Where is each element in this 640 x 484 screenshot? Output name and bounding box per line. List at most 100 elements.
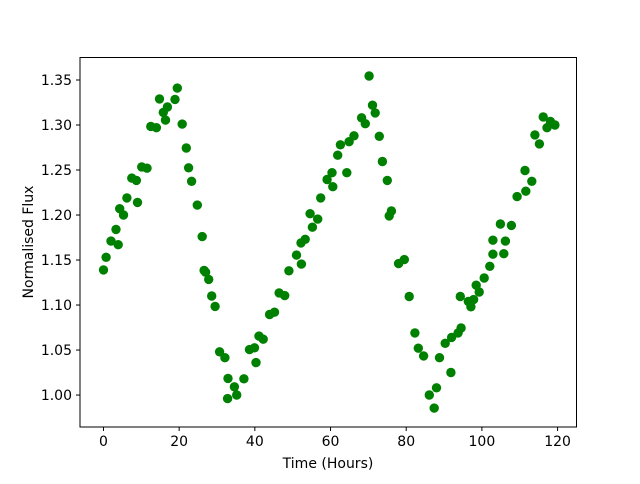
- data-point: [386, 206, 397, 216]
- data-point: [106, 236, 116, 246]
- data-point: [520, 165, 530, 176]
- data-point: [251, 357, 261, 368]
- data-point: [122, 193, 132, 203]
- data-point: [499, 249, 509, 259]
- data-point: [307, 222, 318, 232]
- data-point: [434, 353, 445, 363]
- data-point: [177, 119, 187, 129]
- data-point: [316, 193, 326, 203]
- data-point: [506, 220, 517, 231]
- data-point: [382, 175, 392, 186]
- data-point: [101, 252, 111, 262]
- data-point: [132, 197, 143, 208]
- data-point: [404, 291, 414, 302]
- y-tick-label: 1.15: [41, 253, 72, 269]
- data-point: [328, 182, 338, 192]
- data-point: [527, 176, 537, 186]
- data-point: [162, 102, 173, 112]
- data-point: [284, 266, 294, 276]
- x-tick-label: 0: [99, 434, 108, 450]
- data-point: [410, 328, 420, 338]
- data-point: [485, 261, 495, 271]
- data-point: [495, 219, 506, 229]
- data-point: [440, 338, 450, 348]
- data-point: [413, 343, 423, 353]
- data-point: [364, 71, 374, 81]
- y-tick-label: 1.10: [41, 298, 72, 314]
- x-tick-label: 20: [170, 434, 188, 450]
- ticks-layer: 0 20 40 60 80 100 120 1.00 1.05 1.10 1.15 1.20 1.25 1…: [41, 73, 571, 450]
- data-point: [399, 254, 409, 265]
- data-point: [296, 259, 307, 269]
- data-point: [183, 163, 194, 173]
- data-point: [455, 291, 465, 302]
- data-point: [113, 240, 123, 250]
- data-point: [374, 131, 384, 141]
- data-point: [223, 373, 233, 384]
- data-point: [377, 156, 388, 167]
- data-point: [220, 353, 230, 363]
- x-tick-label: 120: [544, 434, 571, 450]
- data-point: [431, 383, 442, 393]
- data-point: [197, 231, 207, 242]
- data-point: [429, 403, 439, 413]
- x-tick-label: 40: [246, 434, 264, 450]
- data-point: [111, 224, 121, 235]
- data-point: [151, 123, 162, 133]
- data-point: [249, 343, 260, 353]
- data-point: [186, 176, 197, 186]
- data-point: [488, 249, 498, 259]
- data-point: [488, 235, 498, 245]
- data-point: [239, 374, 249, 384]
- data-point: [291, 250, 302, 260]
- data-point: [550, 120, 560, 130]
- data-point: [313, 214, 323, 224]
- data-point: [349, 131, 359, 141]
- data-point: [305, 209, 315, 219]
- data-point: [300, 234, 310, 244]
- data-point: [534, 139, 545, 149]
- data-point: [118, 210, 129, 220]
- y-tick-label: 1.20: [41, 208, 72, 224]
- data-point: [181, 143, 191, 153]
- y-tick-label: 1.25: [41, 163, 72, 179]
- data-point: [500, 236, 511, 246]
- data-point: [207, 291, 217, 301]
- data-point: [192, 200, 202, 210]
- data-point: [456, 323, 466, 333]
- data-point: [170, 94, 180, 105]
- y-tick-label: 1.30: [41, 118, 72, 134]
- data-point: [280, 290, 290, 301]
- data-point: [229, 382, 240, 392]
- data-point: [160, 115, 171, 125]
- data-point: [142, 163, 152, 173]
- y-tick-label: 1.05: [41, 343, 72, 359]
- data-point: [468, 294, 479, 305]
- data-point: [512, 191, 522, 202]
- x-axis-label: Time (Hours): [282, 456, 374, 472]
- x-tick-label: 60: [322, 434, 340, 450]
- data-point: [172, 83, 182, 93]
- data-point: [360, 119, 370, 129]
- x-tick-label: 80: [397, 434, 415, 450]
- y-tick-label: 1.35: [41, 73, 72, 89]
- data-point: [131, 175, 142, 186]
- data-point: [367, 100, 378, 110]
- data-point: [530, 130, 540, 140]
- data-point: [370, 108, 380, 118]
- data-point: [327, 168, 337, 178]
- axes-frame: [79, 57, 577, 428]
- data-point: [466, 302, 476, 312]
- data-point: [474, 287, 484, 297]
- data-point: [210, 301, 220, 312]
- y-axis-label: Normalised Flux: [21, 186, 37, 299]
- data-points-layer: [98, 71, 560, 413]
- data-point: [446, 367, 456, 378]
- data-point: [322, 174, 332, 185]
- data-point: [98, 265, 109, 275]
- data-point: [342, 168, 352, 178]
- data-point: [258, 334, 268, 344]
- data-point: [479, 273, 489, 283]
